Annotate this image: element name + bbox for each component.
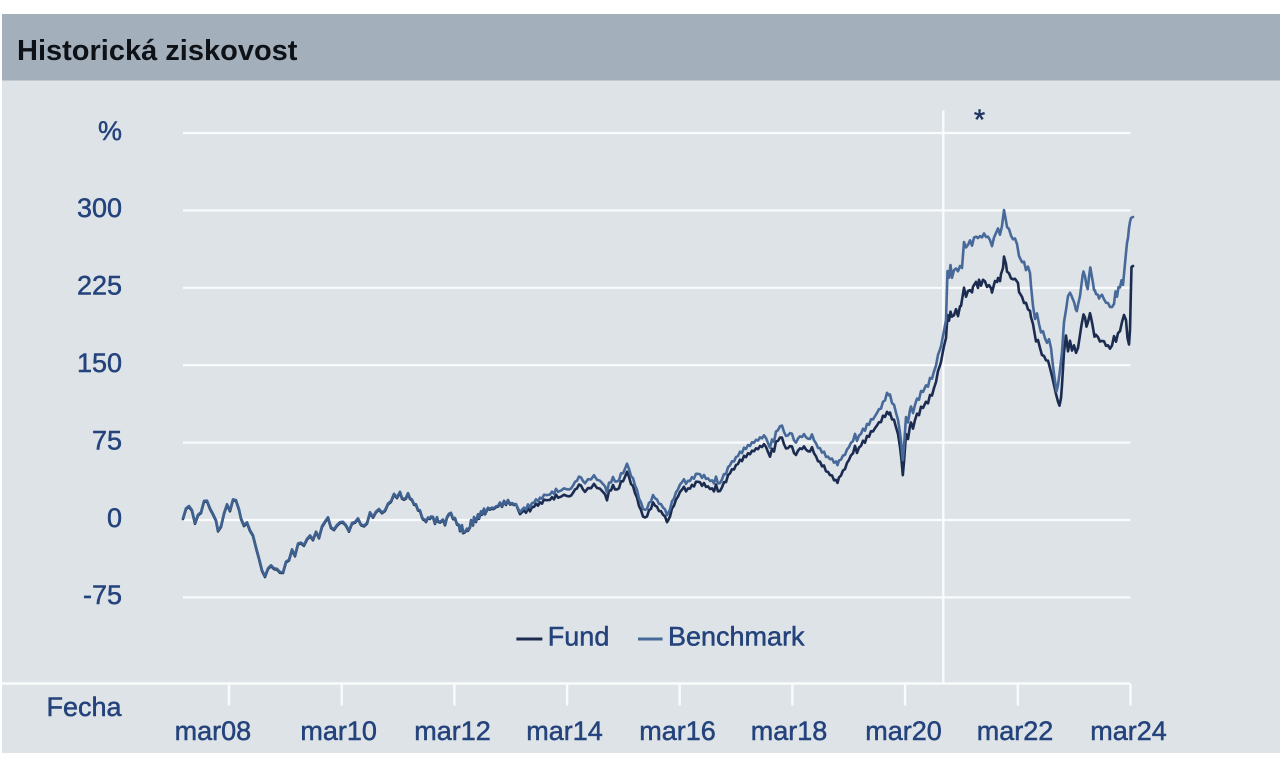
svg-text:150: 150 bbox=[77, 348, 122, 378]
svg-text:Fecha: Fecha bbox=[46, 692, 122, 722]
svg-text:mar18: mar18 bbox=[751, 716, 828, 746]
svg-text:mar08: mar08 bbox=[175, 716, 252, 746]
svg-text:300: 300 bbox=[77, 193, 122, 223]
svg-text:225: 225 bbox=[77, 271, 122, 301]
svg-text:Historická ziskovost: Historická ziskovost bbox=[17, 35, 298, 67]
svg-text:Fund: Fund bbox=[548, 622, 610, 652]
svg-text:Benchmark: Benchmark bbox=[668, 622, 805, 652]
svg-text:mar14: mar14 bbox=[526, 716, 603, 746]
svg-text:mar12: mar12 bbox=[414, 716, 491, 746]
svg-text:mar16: mar16 bbox=[639, 716, 716, 746]
svg-text:mar24: mar24 bbox=[1090, 716, 1167, 746]
svg-text:75: 75 bbox=[92, 425, 122, 455]
svg-text:mar20: mar20 bbox=[865, 716, 942, 746]
svg-text:mar22: mar22 bbox=[977, 716, 1054, 746]
svg-text:%: % bbox=[98, 116, 122, 146]
svg-text:*: * bbox=[974, 105, 985, 137]
svg-text:-75: -75 bbox=[83, 580, 122, 610]
svg-text:mar10: mar10 bbox=[300, 716, 377, 746]
svg-text:0: 0 bbox=[107, 503, 122, 533]
